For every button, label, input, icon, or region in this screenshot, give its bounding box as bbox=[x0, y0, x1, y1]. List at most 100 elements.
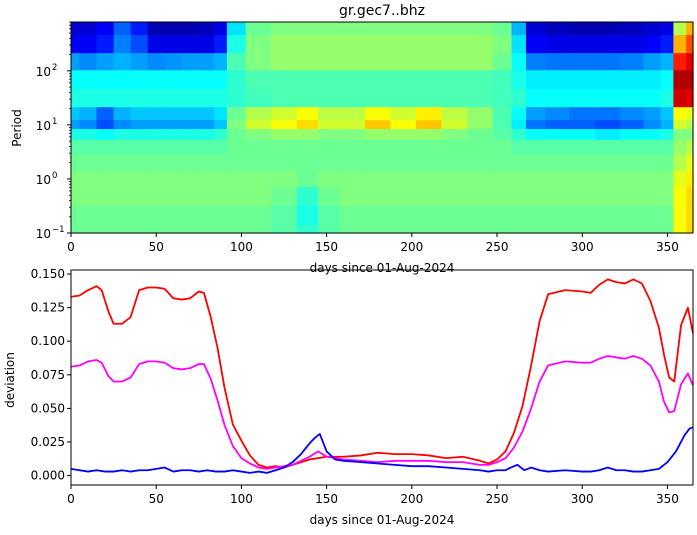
heatmap-cell bbox=[364, 22, 392, 36]
heatmap-cell bbox=[492, 170, 513, 188]
heatmap-cell bbox=[271, 107, 298, 121]
heatmap-cell bbox=[318, 129, 340, 141]
heatmap-cell bbox=[441, 187, 468, 207]
heatmap-cell bbox=[296, 35, 319, 54]
heatmap-cell bbox=[545, 120, 571, 130]
heatmap-cell bbox=[96, 22, 115, 36]
heatmap-cell bbox=[569, 53, 596, 71]
heatmap-cell bbox=[198, 139, 215, 156]
heatmap-cell bbox=[296, 129, 319, 141]
heatmap-cell bbox=[147, 154, 166, 172]
heatmap-cell bbox=[364, 224, 392, 234]
heatmap-cell bbox=[511, 120, 527, 130]
heatmap-cell bbox=[79, 154, 98, 172]
heatmap-cell bbox=[198, 224, 215, 234]
heatmap-cell bbox=[296, 170, 319, 188]
heatmap-cell bbox=[569, 22, 596, 36]
heatmap-x-ticks: 0 50 100 150 200 250 300 350 bbox=[67, 233, 679, 254]
heatmap-cell bbox=[113, 107, 132, 121]
heatmap-cell bbox=[526, 139, 547, 156]
line-chart-x-tick-label: 100 bbox=[230, 492, 253, 506]
heatmap-cell bbox=[79, 224, 98, 234]
heatmap-cell bbox=[130, 154, 149, 172]
heatmap-cell bbox=[686, 205, 694, 226]
heatmap-cell bbox=[113, 129, 132, 141]
heatmap-cell bbox=[79, 129, 98, 141]
heatmap-cell bbox=[318, 35, 340, 54]
heatmap-cell bbox=[390, 89, 417, 108]
heatmap-cell bbox=[620, 35, 645, 54]
heatmap-cell bbox=[245, 205, 272, 226]
heatmap-cell bbox=[492, 129, 513, 141]
heatmap-cell bbox=[214, 205, 228, 226]
heatmap-y-tick-label: 10 bbox=[36, 119, 51, 133]
heatmap-x-tick-label: 100 bbox=[230, 240, 253, 254]
heatmap-cell bbox=[271, 22, 298, 36]
heatmap-cell bbox=[673, 22, 687, 36]
line-chart-y-label: deviation bbox=[3, 352, 17, 408]
heatmap-cell bbox=[660, 170, 674, 188]
heatmap-cell bbox=[198, 70, 215, 90]
heatmap-cell bbox=[147, 170, 166, 188]
heatmap-cell bbox=[318, 22, 340, 36]
heatmap-cell bbox=[620, 53, 645, 71]
heatmap-cell bbox=[492, 187, 513, 207]
heatmap-cell bbox=[441, 53, 468, 71]
heatmap-cell bbox=[245, 129, 272, 141]
heatmap-cell bbox=[364, 205, 392, 226]
heatmap-cell bbox=[79, 170, 98, 188]
heatmap-cell bbox=[113, 70, 132, 90]
heatmap-cell bbox=[164, 22, 183, 36]
heatmap-cell bbox=[79, 53, 98, 71]
heatmap-cell bbox=[318, 70, 340, 90]
heatmap-cell bbox=[181, 35, 200, 54]
heatmap-cell bbox=[620, 129, 645, 141]
heatmap-cell bbox=[364, 120, 392, 130]
heatmap-cell bbox=[271, 154, 298, 172]
heatmap-cell bbox=[245, 187, 272, 207]
heatmap-cell bbox=[226, 120, 247, 130]
heatmap-cell bbox=[686, 129, 694, 141]
heatmap-y-tick-label: 10 bbox=[36, 173, 51, 187]
line-chart-x-tick-label: 50 bbox=[149, 492, 164, 506]
heatmap-cell bbox=[130, 139, 149, 156]
heatmap-cell bbox=[416, 22, 443, 36]
heatmap-cell bbox=[318, 139, 340, 156]
heatmap-cell bbox=[214, 22, 228, 36]
heatmap-cell bbox=[660, 154, 674, 172]
heatmap-cell bbox=[130, 22, 149, 36]
heatmap-cell bbox=[686, 187, 694, 207]
heatmap-y-tick-exponent: 0 bbox=[52, 171, 57, 181]
heatmap-cell bbox=[595, 205, 622, 226]
heatmap-cell bbox=[511, 89, 527, 108]
heatmap-cell bbox=[164, 154, 183, 172]
heatmap-cell bbox=[198, 22, 215, 36]
heatmap-cell bbox=[673, 187, 687, 207]
heatmap-cell bbox=[416, 89, 443, 108]
heatmap-cell bbox=[492, 70, 513, 90]
heatmap-cell bbox=[96, 120, 115, 130]
heatmap-cell bbox=[441, 224, 468, 234]
heatmap-cell bbox=[492, 89, 513, 108]
line-chart-x-tick-label: 350 bbox=[656, 492, 679, 506]
heatmap-cell bbox=[296, 205, 319, 226]
heatmap-cell bbox=[643, 70, 662, 90]
heatmap-cell bbox=[643, 53, 662, 71]
heatmap-cell bbox=[96, 70, 115, 90]
heatmap-cell bbox=[147, 205, 166, 226]
heatmap-cell bbox=[660, 35, 674, 54]
heatmap-cell bbox=[79, 107, 98, 121]
heatmap-cell bbox=[686, 139, 694, 156]
line-chart-x-tick-label: 200 bbox=[400, 492, 423, 506]
heatmap-cell bbox=[492, 154, 513, 172]
heatmap-cell bbox=[686, 22, 694, 36]
heatmap-cell bbox=[511, 129, 527, 141]
heatmap-cell bbox=[416, 70, 443, 90]
heatmap-cell bbox=[526, 170, 547, 188]
heatmap-cell bbox=[181, 139, 200, 156]
heatmap-cell bbox=[181, 129, 200, 141]
heatmap-cell bbox=[511, 224, 527, 234]
heatmap-cell bbox=[71, 53, 81, 71]
heatmap-cell bbox=[271, 187, 298, 207]
heatmap-cell bbox=[673, 70, 687, 90]
